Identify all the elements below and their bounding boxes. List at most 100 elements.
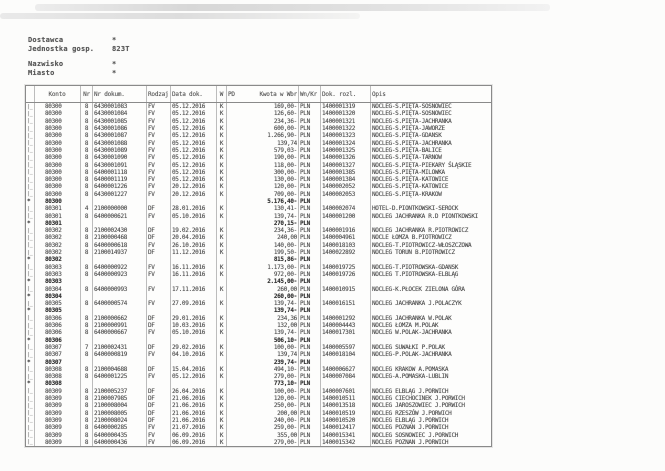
cell-currency: PLN [298, 117, 320, 125]
table-row: |_ 80308 8 6400001225 FV 05.12.2016 K 27… [26, 372, 491, 381]
row-marker: |_ [27, 395, 33, 402]
row-marker: |_ [27, 110, 33, 117]
cell-w: K [216, 103, 226, 111]
cell-konto: 80302 [34, 234, 80, 242]
cell-nr: 7 [80, 343, 92, 352]
cell-amount: 139,74 [277, 139, 297, 147]
cell-settlement-doc [320, 197, 370, 206]
cell-description: NOCLEG-S.PIĘTA-SOSNOWIEC [370, 110, 491, 118]
row-marker: * [27, 278, 31, 286]
cell-w: K [216, 117, 226, 125]
cell-nr: 8 [80, 227, 92, 235]
table-row: |_ 80309 8 6400000436 FV 06.09.2016 K 27… [26, 438, 491, 446]
table-row: |_ 80300 8 6430001088 FV 05.12.2016 K 13… [26, 139, 491, 147]
cell-currency: PLN [298, 292, 320, 301]
cell-settlement-doc: 1400001324 [320, 139, 370, 147]
cell-doc-number: 6400001225 [92, 372, 146, 381]
cell-nr: 8 [80, 139, 92, 147]
cell-settlement-doc: 1400001292 [320, 314, 370, 322]
cell-currency: PLN [298, 416, 320, 425]
cell-amount: 139,74- [273, 329, 297, 337]
cell-amount: 972,00- [273, 270, 297, 278]
cell-description [370, 380, 491, 388]
cell-nr: 8 [80, 416, 92, 425]
cell-nr [80, 307, 92, 315]
cell-doc-date: 27.09.2016 [170, 300, 216, 308]
table-row: |_ 80309 8 2100008005 DF 21.06.2016 K 20… [26, 409, 491, 417]
cell-description: NOCLEG JACHRANKA J.POLACZYK [370, 300, 491, 308]
cell-konto: 80308 [34, 372, 80, 381]
cell-doc-number: 6430001088 [92, 139, 146, 147]
cell-amount: 355,00 [277, 431, 297, 439]
cell-doc-number [92, 278, 146, 286]
cell-amount: 234,36- [273, 227, 297, 235]
cell-doc-number: 6430001087 [92, 132, 146, 140]
cell-amount: 773,10- [273, 380, 297, 388]
cell-amount: 139,74- [273, 212, 297, 220]
cell-settlement-doc: 1400019726 [320, 270, 370, 279]
cell-nr: 8 [80, 154, 92, 162]
cell-pd [226, 227, 236, 235]
header-description: Opis [370, 86, 491, 102]
cell-currency: PLN [298, 358, 320, 366]
cell-description: NOCLEG JACHRANKA W.POLAK [370, 314, 491, 322]
cell-nr: 8 [80, 132, 92, 140]
row-marker: |_ [27, 227, 33, 234]
cell-doc-type: FV [146, 263, 170, 271]
cell-description [370, 197, 491, 206]
cell-doc-number: 2100004688 [92, 365, 146, 373]
cell-description: NOCLEG-S.PIĘTA-SOSNOWIEC [370, 103, 491, 111]
table-row: |_ 80309 8 6400000435 FV 06.09.2016 K 35… [26, 431, 491, 439]
supplier-row: Dostawca * [28, 36, 130, 45]
cell-pd [226, 146, 236, 155]
cell-currency: PLN [298, 438, 320, 446]
cell-description: NOCLEG-S.PIĘTA-JACHRANKA [370, 139, 491, 147]
cell-konto: 80309 [34, 431, 80, 439]
cell-doc-date: 05.12.2016 [170, 110, 216, 118]
cell-settlement-doc: 1400001916 [320, 227, 370, 235]
cell-settlement-doc: 1400010519 [320, 409, 370, 417]
cell-doc-number: 2100000662 [92, 314, 146, 322]
cell-w [216, 278, 226, 286]
cell-doc-number [92, 292, 146, 301]
cell-currency: PLN [298, 205, 320, 213]
cell-pd [226, 380, 236, 388]
cell-doc-type [146, 197, 170, 206]
cell-settlement-doc: 1400015341 [320, 431, 370, 439]
table-row: * 80308 773,10- PLN [26, 380, 491, 388]
cell-nr: 8 [80, 329, 92, 337]
cell-w: K [216, 227, 226, 235]
cell-settlement-doc: 1400001384 [320, 175, 370, 184]
table-row: |_ 80300 8 6430001227 FV 20.12.2016 K 70… [26, 190, 491, 198]
cell-doc-date: 05.12.2016 [170, 154, 216, 162]
supplier-label: Dostawca [28, 36, 64, 44]
cell-w: K [216, 394, 226, 403]
cell-description: NOCLEG POZNAŃ J.PORWICH [370, 424, 491, 432]
cell-konto: 80301 [34, 212, 80, 220]
cell-doc-type [146, 336, 170, 344]
table-row: |_ 80309 8 2100005237 DF 26.04.2016 K 10… [26, 387, 491, 395]
cell-settlement-doc: 1400004443 [320, 321, 370, 330]
cell-doc-date [170, 336, 216, 344]
cell-settlement-doc: 1400001325 [320, 146, 370, 155]
cell-settlement-doc: 1400001327 [320, 161, 370, 169]
table-body: |_ 80300 8 6430001083 FV 05.12.2016 K 16… [26, 103, 491, 446]
cell-doc-number [92, 219, 146, 228]
cell-doc-type: FV [146, 190, 170, 198]
cell-currency: PLN [298, 278, 320, 286]
cell-currency: PLN [298, 234, 320, 242]
cell-doc-number: 6430001085 [92, 117, 146, 125]
cell-konto: 80300 [34, 175, 80, 184]
header-doc-number: Nr dokum. [92, 86, 146, 102]
cell-currency: PLN [298, 183, 320, 191]
cell-amount: 1.266,90- [267, 132, 297, 140]
table-row: * 80302 815,86- PLN [26, 256, 491, 264]
cell-doc-date: 21.07.2016 [170, 424, 216, 432]
row-marker: * [27, 219, 31, 227]
cell-currency: PLN [298, 219, 320, 228]
cell-doc-date: 20.12.2016 [170, 183, 216, 191]
cell-w: K [216, 205, 226, 213]
cell-doc-date: 19.02.2016 [170, 227, 216, 235]
cell-amount: 300,00- [273, 168, 297, 176]
cell-doc-date: 05.12.2016 [170, 124, 216, 133]
